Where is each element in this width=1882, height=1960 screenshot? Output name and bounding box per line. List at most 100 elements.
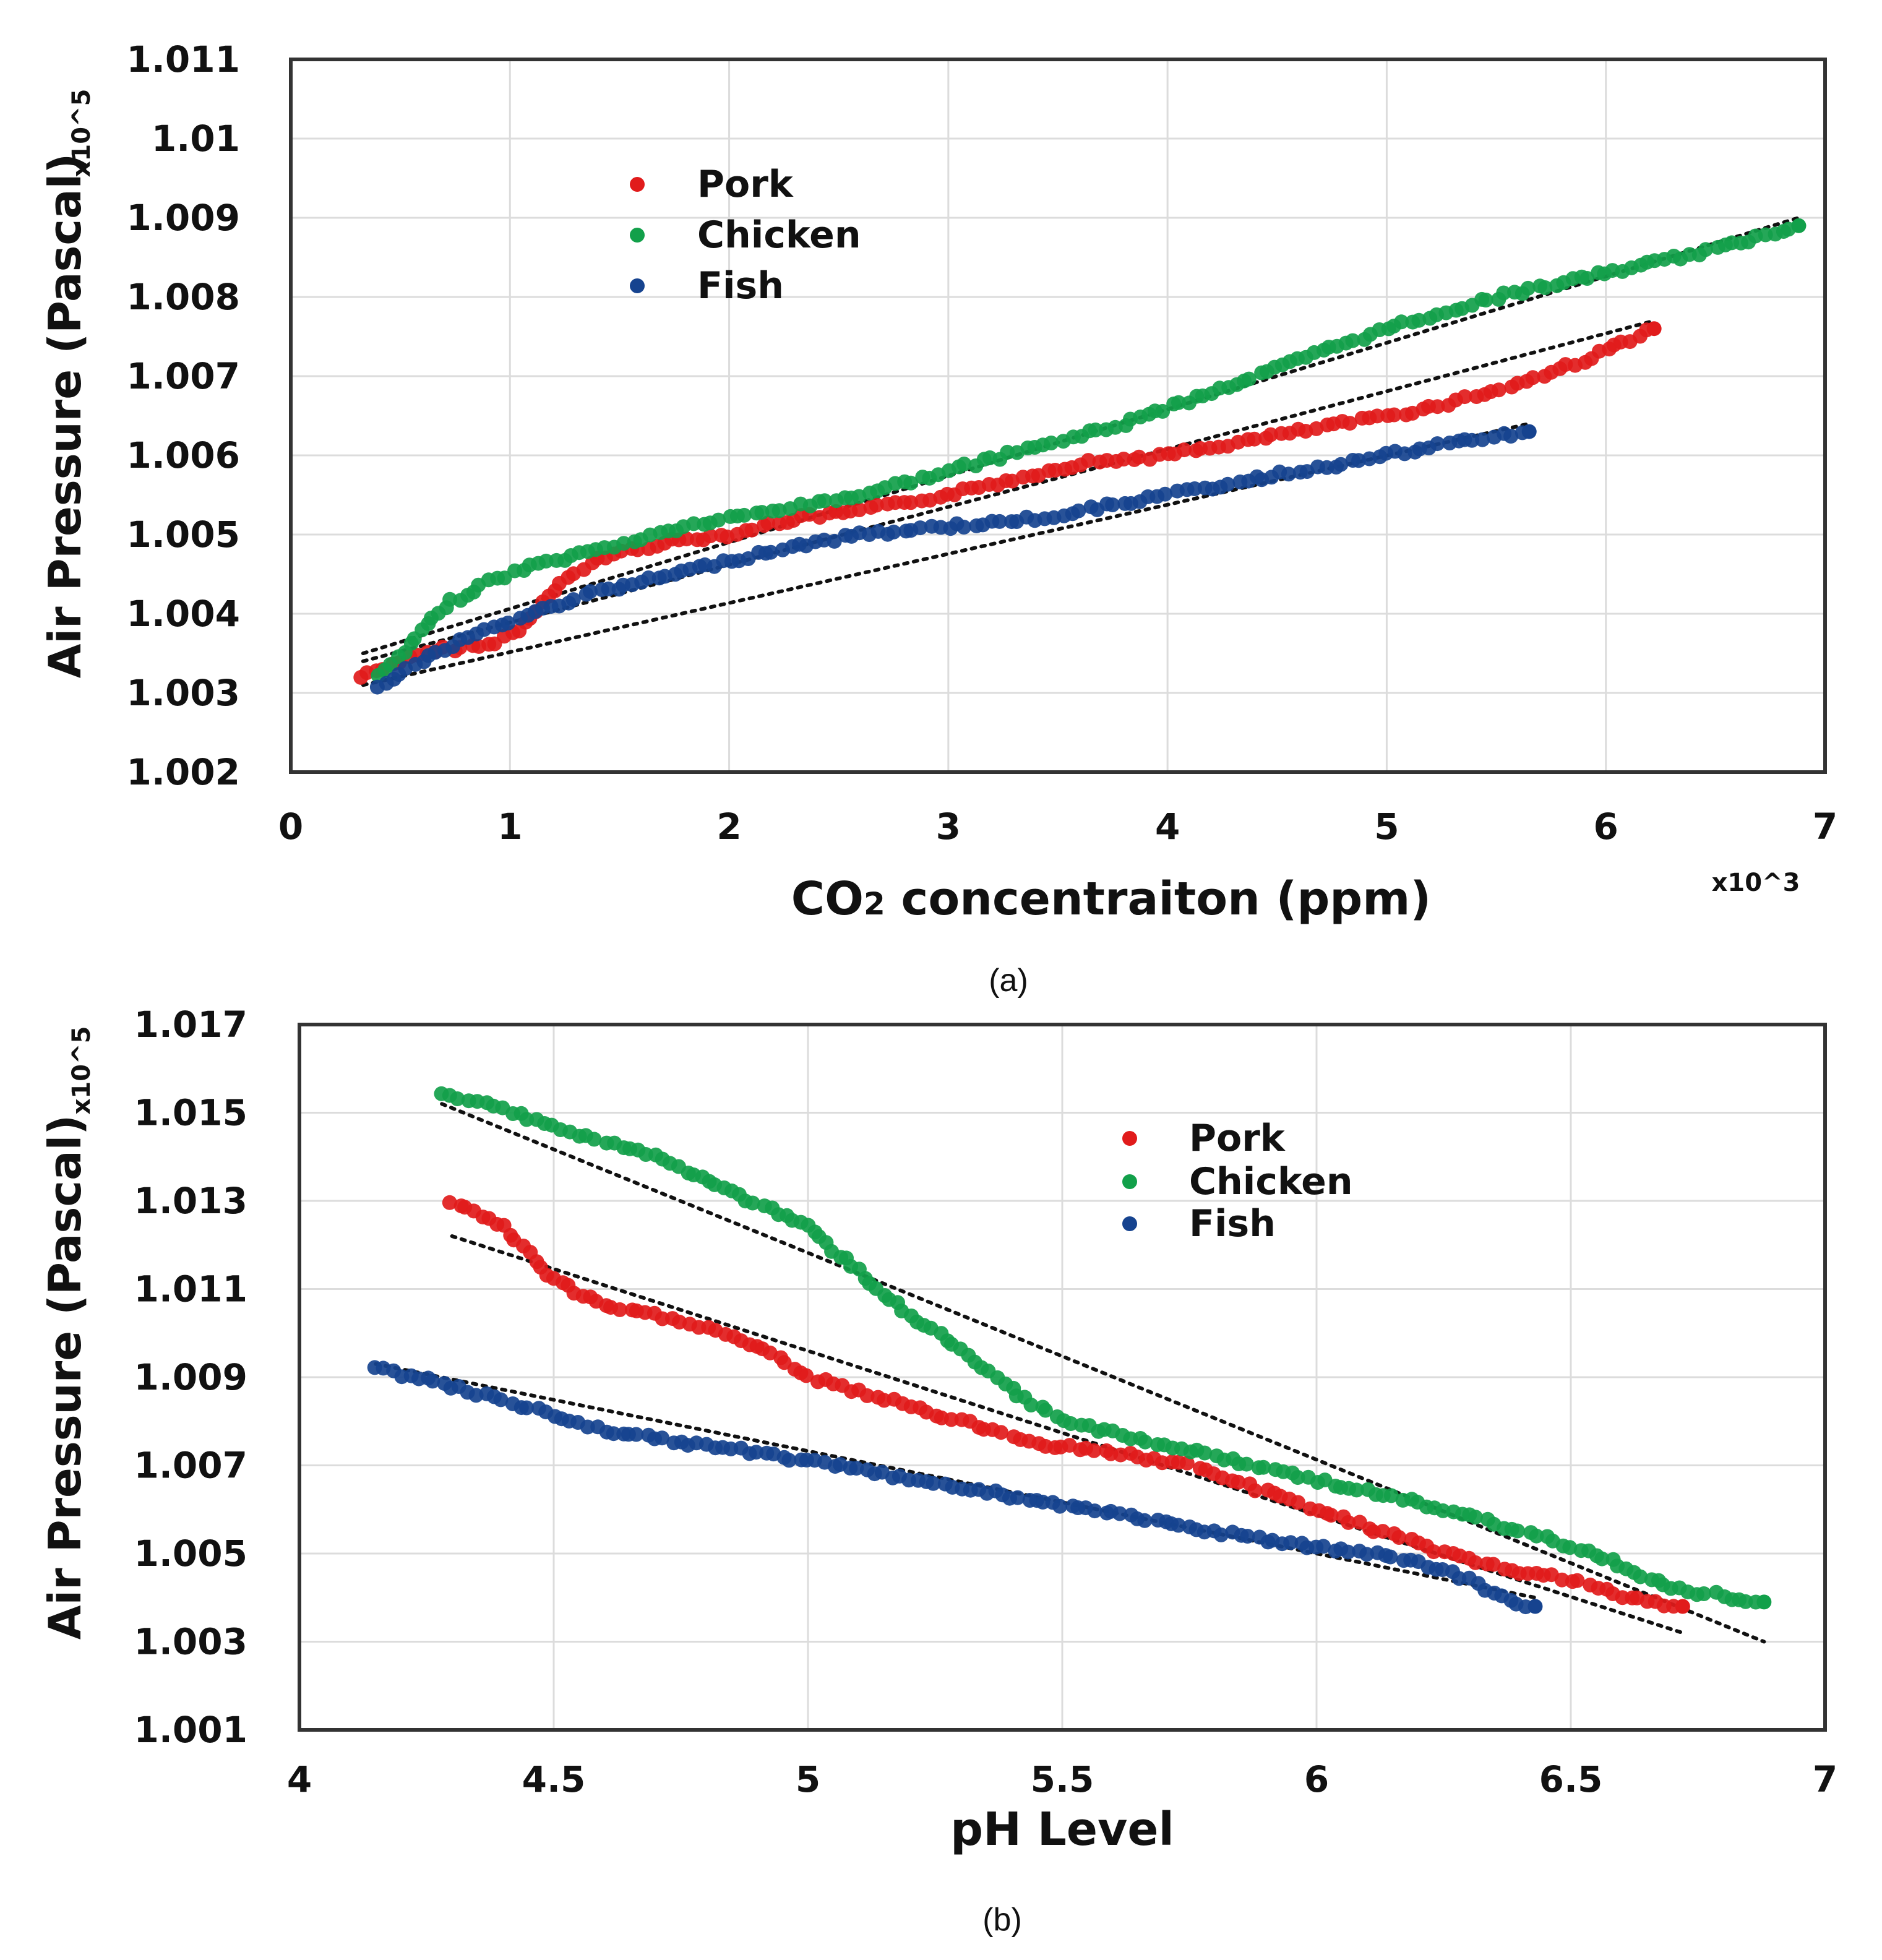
data-point	[1756, 1594, 1772, 1610]
trendline-fish	[374, 1362, 1537, 1600]
data-point	[587, 1132, 602, 1147]
data-point	[1291, 1495, 1306, 1510]
data-point	[425, 1373, 440, 1389]
panel-b-frame	[298, 1023, 1827, 1732]
data-point	[926, 1476, 941, 1491]
x-title-subscript: 2	[864, 886, 885, 922]
data-point	[1345, 333, 1360, 348]
y-tick-label: 1.004	[127, 593, 240, 635]
data-point	[1579, 271, 1595, 286]
y-tick-label: 1.008	[127, 276, 240, 318]
data-point	[849, 1461, 864, 1476]
data-point	[827, 533, 842, 549]
y-tick-label: 1.017	[134, 1004, 247, 1046]
data-point	[1023, 1398, 1039, 1412]
data-point	[655, 1430, 670, 1446]
data-point	[1197, 1445, 1213, 1461]
data-point	[1383, 1549, 1398, 1565]
data-point	[1240, 1529, 1255, 1544]
panel-a-caption: (a)	[989, 963, 1028, 999]
data-point	[601, 581, 616, 596]
data-point	[1241, 371, 1257, 387]
y-tick-label: 1.009	[134, 1356, 247, 1398]
panel-a-frame	[289, 58, 1827, 774]
data-point	[1791, 218, 1807, 233]
x-title-co: CO	[791, 872, 864, 926]
data-point	[1038, 1403, 1053, 1418]
x-tick-label: 4.5	[522, 1758, 586, 1800]
y-tick-label: 1.001	[134, 1709, 247, 1751]
y-tick-label: 1.007	[127, 355, 240, 397]
data-point	[1340, 1544, 1356, 1560]
series-fish	[369, 424, 1537, 695]
data-point	[1155, 403, 1171, 419]
panel-b-points	[367, 1086, 1772, 1615]
data-point	[1485, 1557, 1501, 1572]
data-point	[1391, 1530, 1407, 1545]
data-point	[1698, 242, 1713, 257]
data-point	[1256, 1459, 1271, 1475]
series-pork	[442, 1195, 1690, 1614]
series-chicken	[371, 218, 1807, 683]
panel-b-ticks: 4 4.5 5 5.5 6 6.5 7 1.001 1.003 1.005 1.007 1.009 1.…	[134, 1004, 1838, 1800]
data-point	[1333, 457, 1349, 472]
data-point	[781, 1453, 797, 1468]
data-point	[1386, 407, 1402, 423]
data-point	[869, 497, 884, 513]
data-point	[629, 1427, 644, 1442]
data-point	[1370, 408, 1385, 424]
data-point	[1247, 1483, 1263, 1498]
data-point	[992, 514, 1007, 529]
x-tick-label: 6	[1304, 1758, 1329, 1800]
data-point	[1646, 321, 1662, 337]
data-point	[1468, 1510, 1483, 1525]
data-point	[852, 502, 867, 517]
data-point	[1491, 382, 1506, 398]
x-tick-label: 4	[287, 1758, 312, 1800]
data-point	[1010, 1490, 1025, 1505]
y-tick-label: 1.005	[134, 1532, 247, 1575]
data-point	[1087, 1503, 1102, 1519]
data-point	[956, 520, 971, 535]
data-point	[1349, 1482, 1364, 1498]
data-point	[450, 1091, 465, 1106]
data-point	[943, 1412, 959, 1427]
data-point	[1071, 503, 1086, 518]
data-point	[1105, 497, 1120, 512]
data-point	[799, 1368, 814, 1383]
data-point	[1475, 432, 1490, 447]
data-point	[956, 457, 972, 471]
data-point	[1171, 1518, 1186, 1533]
data-point	[1375, 1524, 1391, 1539]
panel-a-grid	[291, 59, 1825, 772]
trendline-chicken	[440, 1102, 1766, 1644]
data-point	[1213, 1527, 1229, 1542]
data-point	[1457, 389, 1472, 405]
y-tick-label: 1.009	[127, 197, 240, 239]
legend-chicken-marker	[630, 228, 645, 243]
panel-b-x-title: pH Level	[950, 1803, 1174, 1856]
y-tick-label: 1.01	[152, 118, 240, 160]
data-point	[641, 570, 656, 585]
data-point	[612, 1302, 627, 1317]
data-point	[1430, 399, 1445, 415]
panel-b-caption: (b)	[982, 1902, 1022, 1938]
data-point	[679, 531, 694, 547]
data-point	[1342, 416, 1357, 431]
series-fish	[367, 1360, 1543, 1615]
data-point	[1239, 1456, 1254, 1472]
panel-a-trendlines	[361, 216, 1801, 687]
legend-fish-label: Fish	[1189, 1202, 1276, 1245]
data-point	[1081, 453, 1096, 468]
x-tick-label: 0	[278, 806, 303, 848]
y-tick-label: 1.005	[127, 514, 240, 556]
panel-a-x-multiplier: x10^3	[1712, 869, 1800, 897]
y-tick-label: 1.003	[127, 672, 240, 714]
data-point	[1263, 427, 1278, 442]
data-point	[1520, 280, 1536, 296]
data-point	[1086, 1443, 1102, 1458]
data-point	[565, 592, 581, 608]
legend-chicken-marker	[1122, 1174, 1137, 1189]
data-point	[1510, 1523, 1525, 1539]
